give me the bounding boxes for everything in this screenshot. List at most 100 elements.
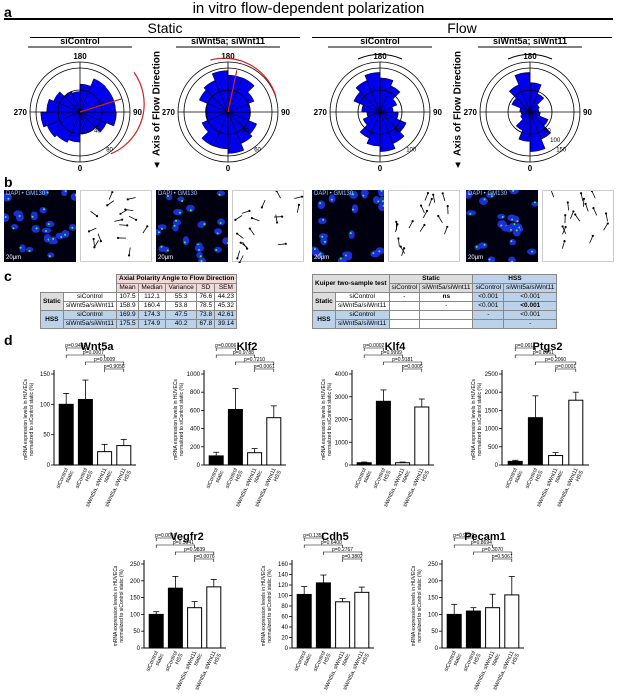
polarity-arrow — [128, 215, 137, 221]
arrow-head — [121, 218, 124, 221]
polarity-arrow — [420, 205, 425, 214]
golgi-dot — [4, 215, 7, 218]
category-label-line: static — [215, 470, 226, 484]
nucleus — [487, 256, 496, 262]
significance-bracket — [473, 551, 513, 555]
nucleus — [497, 213, 506, 219]
bar — [507, 460, 523, 466]
golgi-dot — [501, 215, 504, 218]
polarity-arrow — [400, 246, 406, 254]
y-tick-label: 100 — [428, 612, 439, 618]
polarity-arrow — [422, 210, 428, 219]
golgi-dot — [380, 190, 383, 192]
rose-4: siWnt5a; siWnt11 180 0 270 90 50 100 150 — [464, 38, 593, 173]
bar-chart-pecam1: Pecam1 mRNA expression levels in HUVECsno… — [411, 531, 524, 691]
polarity-arrow — [567, 202, 570, 211]
arrow-pattern — [395, 192, 449, 256]
arrow-head — [419, 204, 423, 207]
polarity-vector-map — [542, 188, 614, 262]
significance-bracket — [363, 347, 384, 351]
arrow-head — [248, 227, 251, 230]
nucleus — [42, 190, 49, 196]
polarity-arrow — [428, 198, 433, 207]
table-cell: 67.8 — [196, 319, 216, 329]
rose-label-top: 180 — [373, 52, 387, 61]
bar — [296, 593, 312, 649]
chart-title: Ptgs2 — [533, 341, 563, 353]
golgi-dot — [531, 250, 534, 253]
golgi-dot — [313, 248, 316, 251]
chart-ylabel: mRNA expression levels in HUVECsnormaliz… — [261, 565, 273, 646]
nucleus — [318, 233, 329, 240]
category-label-line: HSS — [472, 653, 482, 666]
p-value-label: p=0.8694 — [471, 540, 492, 546]
golgi-dot — [518, 226, 521, 229]
arrow-head — [395, 220, 398, 223]
arrow-head — [411, 220, 414, 223]
golgi-dot — [349, 232, 352, 235]
nucleus — [348, 230, 355, 239]
significance-bracket — [303, 537, 324, 541]
table-group-cell: HSS — [312, 310, 336, 329]
golgi-dot — [7, 197, 10, 200]
significance-bracket — [254, 368, 275, 372]
polarity-arrow — [119, 224, 128, 226]
table-cell: 53.8 — [165, 301, 198, 311]
arrow-head — [397, 237, 400, 240]
rose-label-left: 270 — [314, 108, 328, 117]
category-label-line: static — [363, 470, 374, 484]
y-tick-label: 0 — [47, 463, 51, 469]
y-tick-label: 1500 — [485, 408, 499, 414]
significance-bracket — [155, 544, 195, 548]
nucleus — [478, 242, 488, 249]
significance-bracket — [514, 347, 536, 351]
table-row: HSS siControl - <0.001 — [312, 310, 558, 329]
kuiper-head-static: Static — [388, 274, 474, 284]
bar — [504, 594, 520, 649]
golgi-dot — [319, 202, 322, 205]
golgi-dot — [468, 193, 471, 196]
chart-ylabel-line: mRNA expression levels in HUVECs — [113, 565, 119, 646]
nucleus — [182, 236, 190, 246]
golgi-dot — [46, 191, 49, 194]
arrow-head — [403, 247, 406, 250]
golgi-dot — [515, 229, 518, 232]
golgi-dot — [161, 227, 164, 230]
rose-wedge — [227, 111, 258, 135]
channel-label: DAPI • GM130 — [314, 191, 354, 197]
table-cell: 39.14 — [214, 319, 238, 329]
arrow-head — [561, 225, 564, 228]
significance-bracket — [303, 544, 343, 548]
golgi-dot — [510, 240, 513, 243]
rose-ring-label: 50 — [544, 129, 551, 135]
rose-label-right: 90 — [433, 108, 442, 117]
category-label: siControlHSS — [165, 650, 185, 675]
table-group-cell: HSS — [40, 310, 64, 329]
significance-bracket — [323, 551, 363, 555]
table-row: Static siControl - ns <0.001 <0.001 — [312, 292, 558, 311]
golgi-dot — [319, 252, 322, 255]
microscopy-image: DAPI • GM130 20μm — [312, 190, 384, 262]
nucleus — [4, 213, 10, 222]
y-tick-label: 1000 — [187, 372, 201, 378]
golgi-dot — [512, 190, 515, 192]
polarity-arrow — [249, 228, 255, 236]
kuiper-table: Kuiper two-sample test Static HSS siCont… — [312, 274, 558, 329]
table-cell: 158.9 — [116, 301, 139, 311]
y-tick-label: 1000 — [485, 427, 499, 433]
nucleus — [361, 190, 368, 199]
bar — [335, 601, 351, 649]
table-cell: 175.5 — [116, 319, 139, 329]
arrow-head — [564, 225, 567, 229]
p-value-label: p=0.0001 — [555, 364, 576, 370]
scale-bar-label: 20μm — [158, 255, 174, 261]
arrow-head — [87, 230, 91, 233]
polarity-arrow — [125, 209, 134, 212]
y-tick-label: 500 — [488, 445, 499, 451]
nucleus — [222, 237, 228, 245]
nucleus — [173, 208, 183, 216]
rose-3: siControl 180 0 270 90 50 100 — [314, 38, 443, 173]
nucleus — [512, 228, 521, 237]
nucleus — [378, 202, 384, 212]
p-value-label: p=0.9431 — [65, 343, 86, 349]
